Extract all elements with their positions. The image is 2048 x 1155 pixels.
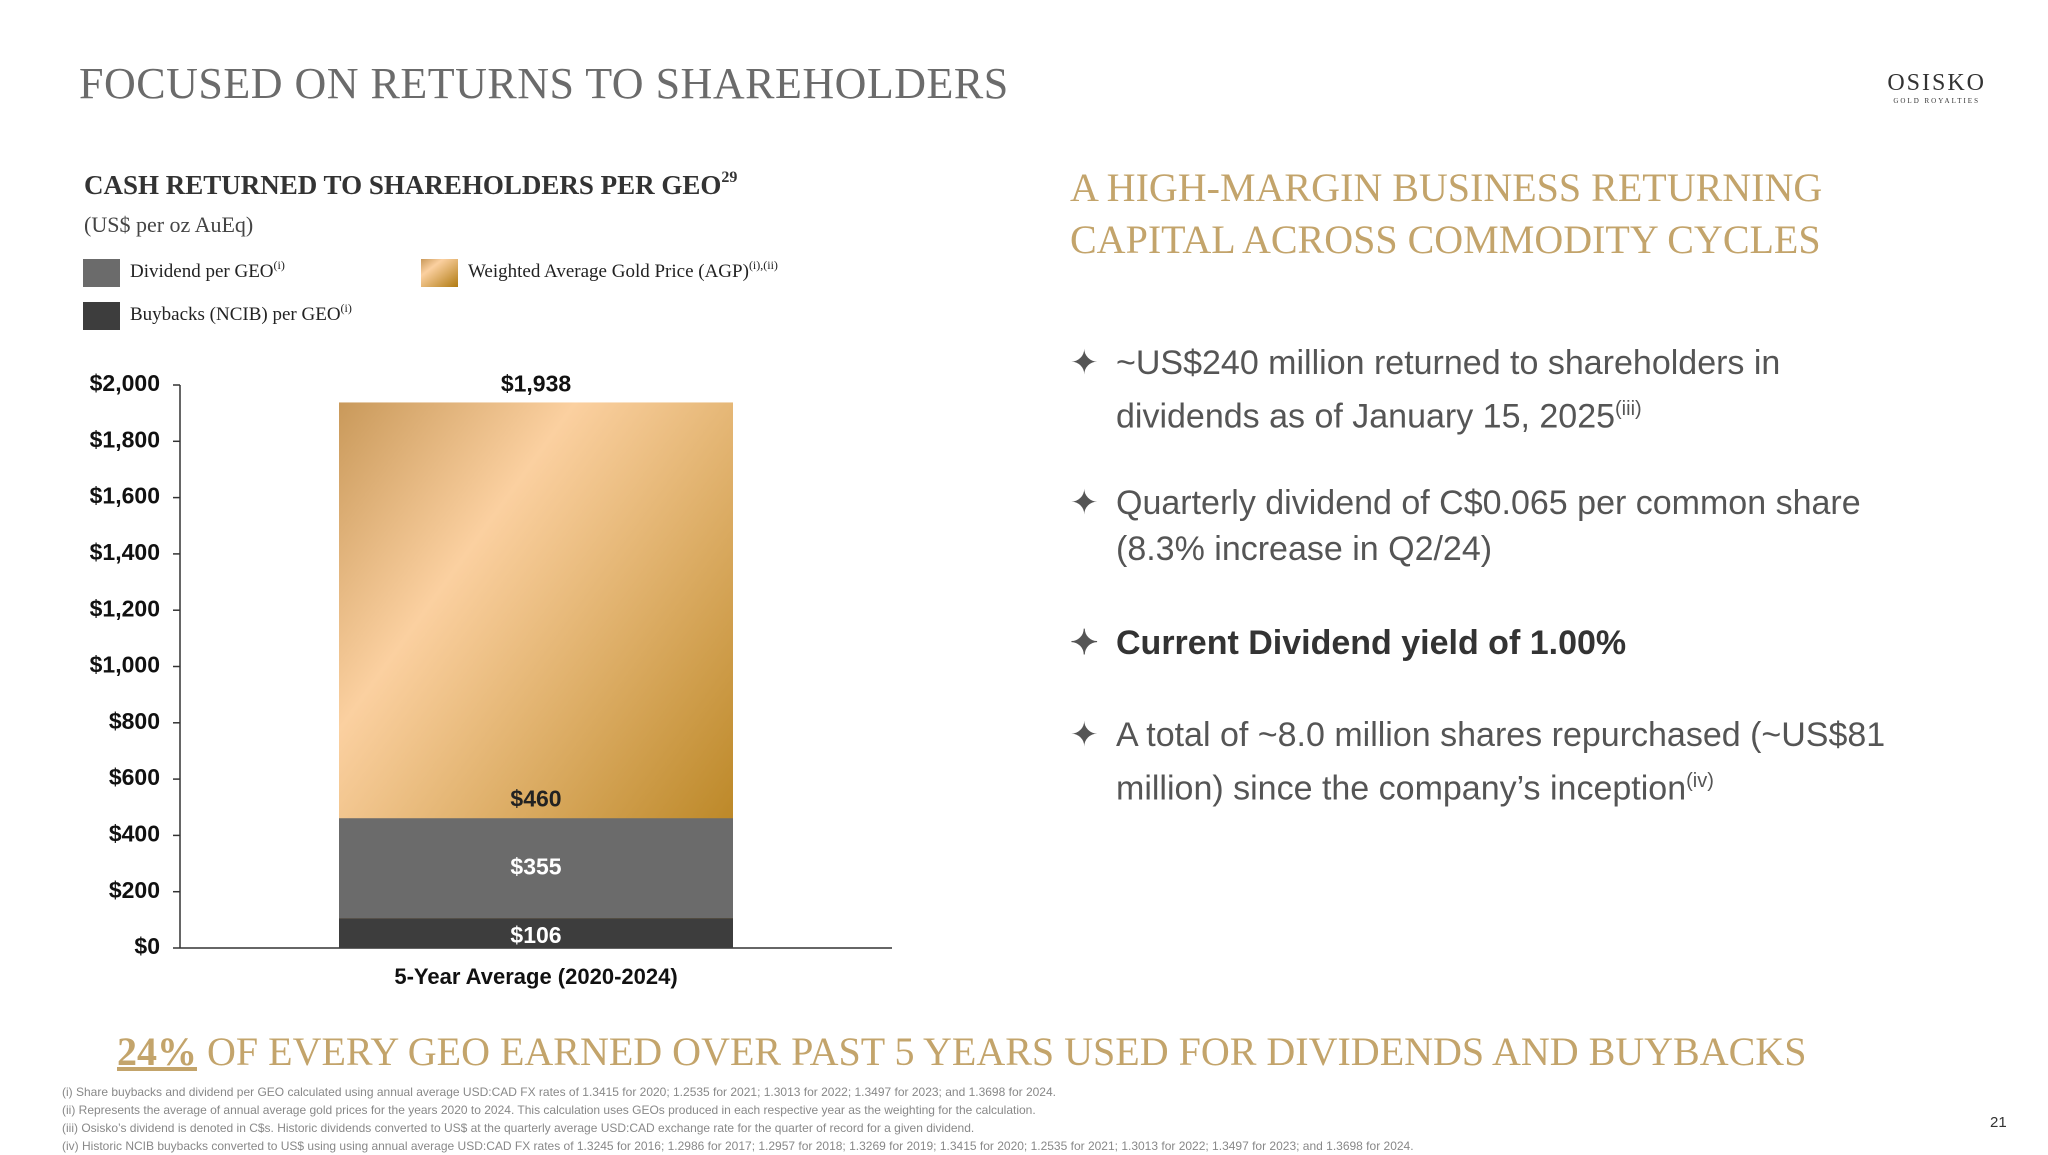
value-label: $106: [510, 922, 561, 948]
y-tick-label: $800: [109, 708, 160, 734]
bullet: ✦ A total of ~8.0 million shares repurcha…: [1070, 712, 1930, 811]
y-tick-label: $200: [109, 877, 160, 903]
y-tick-label: $1,800: [90, 426, 160, 452]
bullet-body: Quarterly dividend of C$0.065 per common…: [1116, 480, 1930, 572]
value-label: $1,938: [501, 371, 572, 397]
chart: CASH RETURNED TO SHAREHOLDERS PER GEO29 (…: [83, 169, 892, 989]
bullet-note: (iv): [1686, 770, 1714, 792]
bullet-note-wrap: (iii): [1615, 398, 1642, 420]
legend-swatch: [83, 302, 120, 330]
bullet-body: A total of ~8.0 million shares repurchas…: [1116, 712, 1930, 811]
y-tick-label: $0: [134, 933, 160, 959]
y-tick-label: $400: [109, 820, 160, 846]
legend-note: (i): [341, 301, 352, 315]
y-tick-label: $1,600: [90, 483, 160, 509]
bullet: ✦ Current Dividend yield of 1.00%: [1070, 620, 1930, 666]
value-label: $355: [510, 853, 561, 879]
footnote: (i) Share buybacks and dividend per GEO …: [62, 1085, 1056, 1099]
legend-label: Weighted Average Gold Price (AGP)(i),(ii…: [468, 258, 778, 283]
heading: A HIGH-MARGIN BUSINESS RETURNING CAPITAL…: [1070, 162, 1822, 266]
banner-text: OF EVERY GEO EARNED OVER PAST 5 YEARS US…: [197, 1029, 1807, 1074]
chart-title-note: 29: [721, 169, 737, 186]
banner: 24% OF EVERY GEO EARNED OVER PAST 5 YEAR…: [117, 1028, 1806, 1075]
bar: [339, 818, 733, 919]
bullet: ✦ Quarterly dividend of C$0.065 per commo…: [1070, 480, 1930, 572]
logo: OSISKO GOLD ROYALTIES: [1887, 70, 1986, 105]
footnote: (iii) Osisko’s dividend is denoted in C$…: [62, 1121, 975, 1135]
bullet: ✦ ~US$240 million returned to shareholder…: [1070, 340, 1930, 439]
legend-swatch: [421, 259, 458, 287]
chart-title-text: CASH RETURNED TO SHAREHOLDERS PER GEO: [84, 170, 721, 200]
bullet-text: A total of ~8.0 million shares repurchas…: [1116, 716, 1886, 808]
chart-subtitle: (US$ per oz AuEq): [84, 212, 253, 237]
bullet-text: Quarterly dividend of C$0.065 per common…: [1116, 484, 1861, 568]
annotation: $460: [510, 786, 561, 812]
y-tick-label: $1,200: [90, 595, 160, 621]
y-tick-label: $2,000: [90, 370, 160, 396]
bullet-star: ✦: [1070, 716, 1099, 754]
bullet-body: ~US$240 million returned to shareholders…: [1116, 340, 1930, 439]
page-number: 21: [1990, 1114, 2007, 1131]
legend-name: Weighted Average Gold Price (AGP): [468, 261, 749, 282]
legend-note: (i),(ii): [749, 258, 778, 272]
bullet-text: ~US$240 million returned to shareholders…: [1116, 344, 1781, 436]
bullet-note-wrap: (iv): [1686, 770, 1714, 792]
logo-text: OSISKO: [1887, 70, 1986, 96]
bullet-note: (iii): [1615, 398, 1642, 420]
legend-name: Buybacks (NCIB) per GEO: [130, 304, 341, 325]
y-tick-label: $1,400: [90, 539, 160, 565]
bar: [339, 918, 733, 948]
slide-title: FOCUSED ON RETURNS TO SHAREHOLDERS: [79, 59, 1009, 108]
bullet-text: Current Dividend yield of 1.00%: [1116, 624, 1627, 662]
logo-sub: GOLD ROYALTIES: [1893, 97, 1980, 105]
bullet-body: Current Dividend yield of 1.00%: [1116, 620, 1626, 666]
bullet-star: ✦: [1070, 484, 1099, 522]
y-tick-label: $1,000: [90, 652, 160, 678]
legend-label: Buybacks (NCIB) per GEO(i): [130, 301, 352, 326]
heading-line: A HIGH-MARGIN BUSINESS RETURNING: [1070, 165, 1823, 210]
banner-highlight: 24%: [117, 1029, 197, 1074]
footnote: (ii) Represents the average of annual av…: [62, 1103, 1036, 1117]
bullet-star: ✦: [1070, 624, 1099, 662]
legend-swatch: [83, 259, 120, 287]
chart-title: CASH RETURNED TO SHAREHOLDERS PER GEO29: [84, 169, 737, 201]
bullet-star: ✦: [1070, 344, 1099, 382]
footnotes: (i) Share buybacks and dividend per GEO …: [62, 1083, 1414, 1155]
legend-note: (i): [274, 258, 285, 272]
legend-name: Dividend per GEO: [130, 261, 274, 282]
y-tick-label: $600: [109, 764, 160, 790]
footnote: (iv) Historic NCIB buybacks converted to…: [62, 1139, 1414, 1153]
heading-line: CAPITAL ACROSS COMMODITY CYCLES: [1070, 217, 1821, 262]
x-tick-label: 5-Year Average (2020-2024): [394, 964, 677, 989]
legend-label: Dividend per GEO(i): [130, 258, 285, 283]
